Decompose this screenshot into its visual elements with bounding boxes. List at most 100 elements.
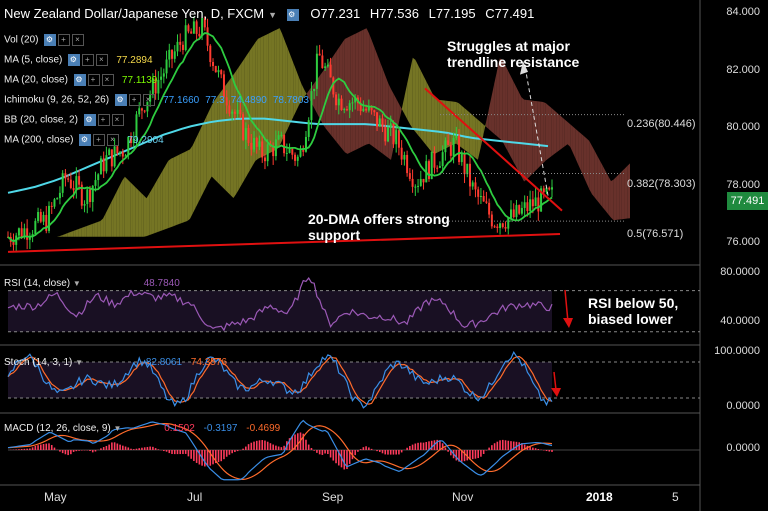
fib-level-05: 0.5(76.571) bbox=[627, 228, 684, 240]
settings-icon[interactable]: ⚙ bbox=[79, 134, 92, 146]
ichimoku-cloud-segment bbox=[469, 112, 473, 156]
macd-hist-bar bbox=[72, 450, 75, 452]
indicator-row[interactable]: Vol (20) ⚙ + × bbox=[4, 34, 86, 46]
ichimoku-cloud-segment bbox=[583, 136, 587, 184]
macd-hist-bar bbox=[250, 442, 253, 450]
macd-hist-bar bbox=[510, 441, 512, 450]
macd-hist-bar bbox=[343, 450, 346, 470]
macd-hist-bar bbox=[108, 444, 110, 450]
ichimoku-cloud-segment bbox=[103, 213, 106, 237]
indicator-label[interactable]: Ichimoku (9, 26, 52, 26) bbox=[4, 94, 110, 106]
candle-body bbox=[69, 179, 72, 189]
close-icon[interactable]: × bbox=[96, 54, 109, 66]
ichimoku-cloud-segment bbox=[627, 163, 630, 219]
indicator-row[interactable]: MA (5, close) ⚙ + × 77.2894 bbox=[4, 54, 153, 66]
macd-hist-bar bbox=[168, 450, 171, 454]
candle-body bbox=[326, 64, 329, 67]
macd-hist-bar bbox=[247, 444, 250, 450]
macd-hist-bar bbox=[507, 440, 510, 450]
ichimoku-cloud-segment bbox=[491, 84, 495, 134]
ichimoku-cloud-segment bbox=[323, 67, 326, 129]
plus-icon[interactable]: + bbox=[82, 54, 95, 66]
candle-body bbox=[143, 110, 146, 112]
indicator-label[interactable]: MA (200, close) bbox=[4, 134, 74, 146]
ichimoku-cloud-segment bbox=[513, 81, 516, 167]
ichimoku-cloud-segment bbox=[78, 228, 82, 237]
plus-icon[interactable]: + bbox=[58, 34, 71, 46]
macd-hist-bar bbox=[275, 445, 277, 450]
close-icon[interactable]: × bbox=[72, 34, 85, 46]
macd-hist-bar bbox=[409, 446, 411, 450]
settings-icon[interactable]: ⚙ bbox=[68, 54, 81, 66]
candle-body bbox=[12, 241, 15, 245]
candle-body bbox=[266, 144, 269, 162]
ichimoku-cloud-segment bbox=[298, 76, 302, 106]
settings-icon[interactable]: ⚙ bbox=[83, 114, 96, 126]
candle-body bbox=[455, 135, 458, 139]
macd-hist-bar bbox=[116, 443, 119, 450]
ichimoku-cloud-segment bbox=[244, 54, 248, 180]
indicator-label[interactable]: MA (5, close) bbox=[4, 54, 63, 66]
ichimoku-cloud-segment bbox=[287, 48, 291, 129]
close-icon[interactable]: × bbox=[101, 74, 114, 86]
macd-hist-bar bbox=[425, 441, 428, 450]
candle-body bbox=[173, 51, 176, 59]
candle-body bbox=[515, 205, 518, 218]
settings-icon[interactable]: ⚙ bbox=[73, 74, 86, 86]
settings-icon[interactable]: ⚙ bbox=[286, 8, 299, 21]
macd-hist-bar bbox=[471, 450, 474, 460]
macd-hist-bar bbox=[414, 443, 417, 450]
candle-body bbox=[441, 152, 444, 167]
close-icon[interactable]: × bbox=[107, 134, 120, 146]
ichimoku-cloud-segment bbox=[86, 224, 90, 237]
macd-label[interactable]: MACD (12, 26, close, 9) bbox=[4, 423, 111, 434]
candle-body bbox=[509, 209, 512, 218]
settings-icon[interactable]: ⚙ bbox=[44, 34, 57, 46]
indicator-label[interactable]: BB (20, close, 2) bbox=[4, 114, 78, 126]
candle-body bbox=[119, 151, 122, 154]
ichimoku-cloud-segment bbox=[70, 231, 74, 237]
indicator-row[interactable]: Ichimoku (9, 26, 52, 26) ⚙ + × 77.1660 77.3 74… bbox=[4, 94, 309, 106]
ichimoku-cloud-segment bbox=[92, 222, 95, 237]
ichimoku-cloud-segment bbox=[293, 62, 296, 118]
candle-body bbox=[225, 97, 228, 106]
candle-body bbox=[343, 109, 346, 111]
plus-icon[interactable]: + bbox=[87, 74, 100, 86]
candle-body bbox=[460, 153, 463, 163]
ichimoku-cloud-segment bbox=[81, 227, 85, 237]
candle-body bbox=[258, 141, 261, 147]
rsi-legend: RSI (14, close) ▼ 48.7840 bbox=[4, 278, 180, 289]
ichimoku-cloud-segment bbox=[189, 145, 193, 219]
indicator-label[interactable]: MA (20, close) bbox=[4, 74, 68, 86]
symbol-title[interactable]: New Zealand Dollar/Japanese Yen, D, FXCM bbox=[4, 6, 265, 21]
candle-body bbox=[463, 153, 466, 175]
indicator-row[interactable]: MA (20, close) ⚙ + × 77.1139 bbox=[4, 74, 157, 86]
candle-body bbox=[373, 110, 376, 113]
candle-body bbox=[395, 130, 398, 145]
header-buttons: ⚙ bbox=[286, 6, 301, 21]
indicator-label[interactable]: Vol (20) bbox=[4, 34, 39, 46]
rsi-label[interactable]: RSI (14, close) bbox=[4, 278, 71, 289]
indicator-row[interactable]: BB (20, close, 2) ⚙ + × bbox=[4, 114, 126, 126]
stoch-label[interactable]: Stoch (14, 3, 1) bbox=[4, 357, 73, 368]
candle-body bbox=[23, 228, 26, 238]
macd-hist-bar bbox=[206, 450, 209, 467]
close-icon[interactable]: × bbox=[143, 94, 156, 106]
macd-hist-bar bbox=[64, 450, 67, 455]
ichimoku-cloud-segment bbox=[266, 33, 269, 155]
ichimoku-cloud-segment bbox=[347, 36, 351, 154]
candle-body bbox=[222, 74, 225, 98]
candle-body bbox=[313, 88, 316, 92]
title-dropdown-icon[interactable]: ▼ bbox=[268, 10, 278, 20]
plus-icon[interactable]: + bbox=[129, 94, 142, 106]
close-icon[interactable]: × bbox=[111, 114, 124, 126]
ichimoku-cloud-segment bbox=[518, 91, 522, 177]
candle-body bbox=[53, 199, 56, 207]
plus-icon[interactable]: + bbox=[97, 114, 110, 126]
candle-body bbox=[149, 94, 152, 102]
candle-body bbox=[477, 189, 480, 197]
plus-icon[interactable]: + bbox=[93, 134, 106, 146]
macd-hist-bar bbox=[130, 448, 132, 450]
settings-icon[interactable]: ⚙ bbox=[115, 94, 128, 106]
indicator-row[interactable]: MA (200, close) ⚙ + × 79.2904 bbox=[4, 134, 164, 146]
